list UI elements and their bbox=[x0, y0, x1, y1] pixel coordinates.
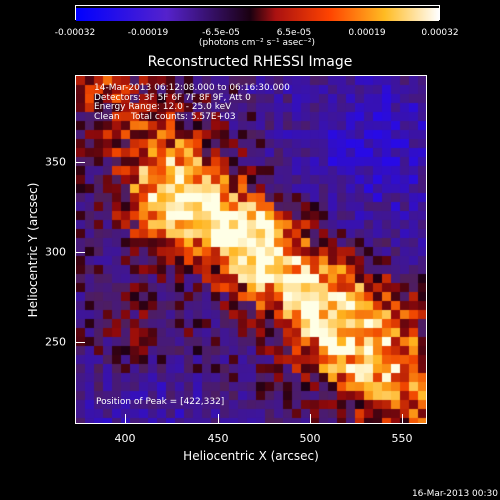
colorbar-tick-label: 0.00019 bbox=[348, 28, 386, 38]
x-tick-mark bbox=[310, 414, 311, 424]
x-axis-label: Heliocentric X (arcsec) bbox=[183, 449, 319, 463]
info-line: Detectors: 3F 5F 6F 7F 8F 9F, Att 0 bbox=[94, 92, 251, 103]
intensity-map bbox=[76, 76, 426, 423]
peak-position-label: Position of Peak = [422,332] bbox=[96, 397, 225, 407]
y-tick-label: 300 bbox=[45, 245, 66, 259]
footer-timestamp: 16-Mar-2013 00:30 bbox=[411, 489, 498, 499]
x-tick-label: 500 bbox=[299, 432, 321, 445]
colorbar-tick-label: -0.00019 bbox=[127, 28, 169, 38]
x-tick-mark bbox=[125, 414, 126, 424]
colorbar-tick-label: -6.5e-05 bbox=[202, 28, 240, 38]
colorbar-tick-label: -0.00032 bbox=[54, 28, 96, 38]
x-tick-label: 450 bbox=[207, 432, 229, 445]
y-tick-label: 350 bbox=[45, 155, 66, 169]
y-tick-mark bbox=[75, 252, 85, 253]
y-tick-mark bbox=[75, 342, 85, 343]
colorbar-tick-label: 0.00032 bbox=[421, 28, 459, 38]
y-axis-label: Heliocentric Y (arcsec) bbox=[26, 182, 40, 318]
info-line: 14-Mar-2013 06:12:08.000 to 06:16:30.000 bbox=[94, 83, 290, 93]
x-tick-label: 400 bbox=[114, 432, 136, 445]
y-tick-mark bbox=[75, 162, 85, 163]
x-tick-mark bbox=[218, 414, 219, 424]
info-line: Energy Range: 12.0 - 25.0 keV bbox=[94, 102, 232, 112]
observation-info: 14-Mar-2013 06:12:08.000 to 06:16:30.000… bbox=[94, 83, 290, 122]
rhessi-image-plot bbox=[75, 75, 427, 424]
colorbar-gradient bbox=[76, 8, 439, 21]
y-tick-label: 250 bbox=[45, 335, 66, 349]
colorbar bbox=[75, 5, 440, 21]
x-tick-label: 550 bbox=[391, 432, 413, 445]
colorbar-unit-label: (photons cm⁻² s⁻¹ asec⁻²) bbox=[198, 38, 316, 48]
info-line: Clean Total counts: 5.57E+03 bbox=[94, 111, 236, 122]
x-tick-mark bbox=[402, 414, 403, 424]
image-title: Reconstructed RHESSI Image bbox=[147, 54, 353, 70]
colorbar-tick-label: 6.5e-05 bbox=[276, 28, 312, 38]
